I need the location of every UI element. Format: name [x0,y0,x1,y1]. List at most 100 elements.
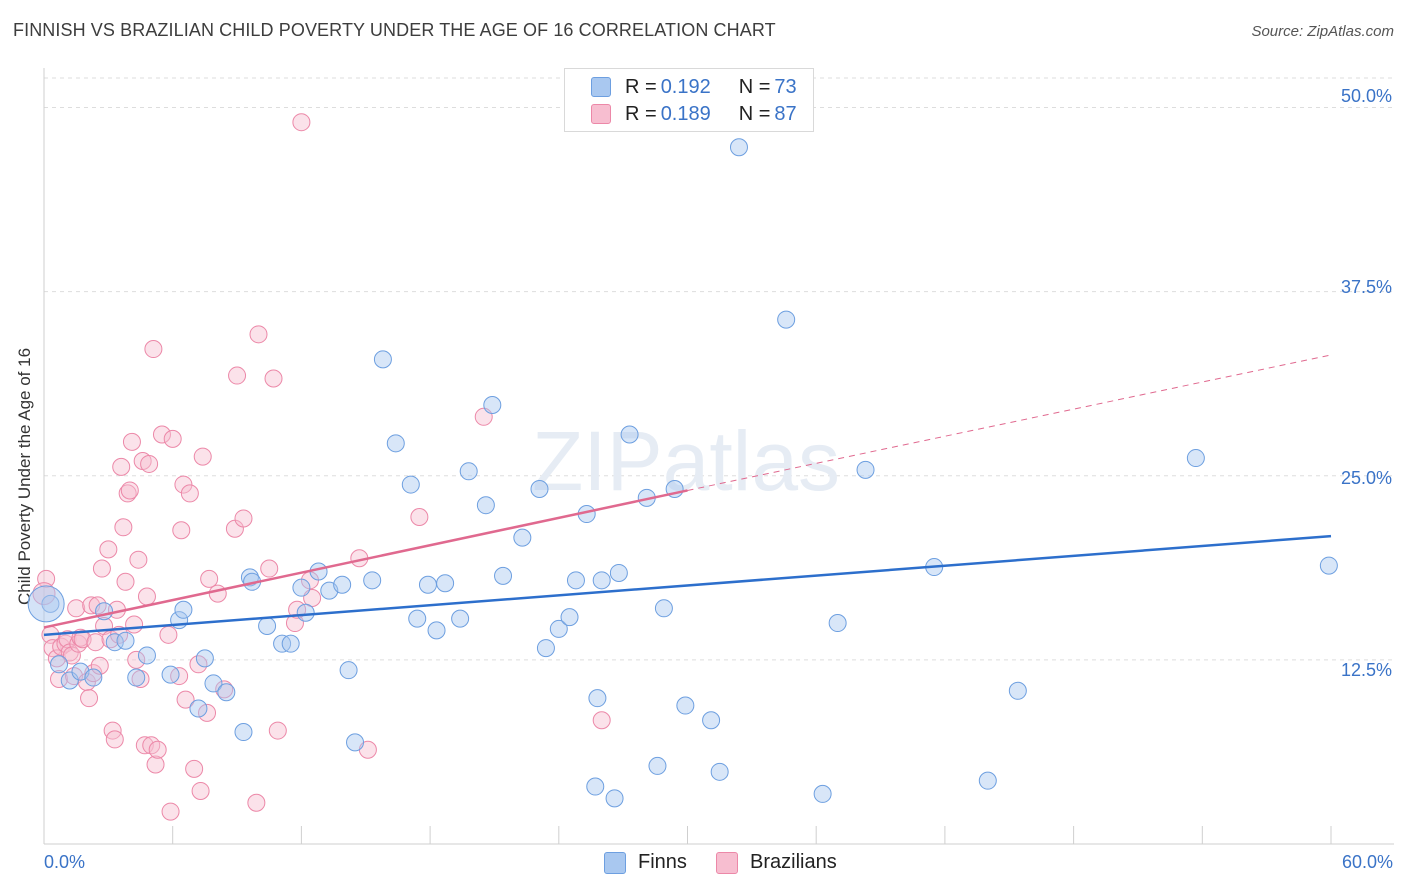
finns-point [483,396,502,415]
brazilians-point [127,650,146,669]
axes [43,68,1394,845]
finns-point [137,646,156,665]
finns-point [710,762,729,781]
brazilians-point [148,740,167,759]
finns-point [195,649,214,668]
brazilians-point [159,625,178,644]
finns-point [189,699,208,718]
finns-swatch [591,77,611,97]
finns-point [217,683,236,702]
finns-point [333,575,352,594]
finns-point [451,609,470,628]
finns-point [401,475,420,494]
brazilians-point [215,680,234,699]
finns-point [292,578,311,597]
finns-point [161,665,180,684]
brazilians-point [592,711,611,730]
finns-point [592,571,611,590]
finns-point [60,671,79,690]
brazilians-point [84,664,103,683]
watermark: ZIPatlas [532,414,840,508]
brazilians-point [163,429,182,448]
brazilians-legend-label: Brazilians [750,851,837,873]
legend-item-finns: Finns [604,851,687,874]
finns-trend-line [43,534,1332,637]
brazilians-point [174,475,193,494]
finns-legend-label: Finns [638,851,687,873]
brazilians-point [234,509,253,528]
finns-point [549,619,568,638]
finns-points [27,138,1338,808]
finns-point [586,777,605,796]
brazilians-point [114,518,133,537]
brazilians-point [125,615,144,634]
brazilians-point [185,759,204,778]
finns-point [436,574,455,593]
finns-point [476,496,495,515]
brazilians-point [198,703,217,722]
brazilians-point [268,721,287,740]
finns-point [234,723,253,742]
finns-point [296,603,315,622]
y-tick-label-25: 25.0% [1340,468,1392,488]
brazilians-points [32,113,611,821]
finns-point [427,621,446,640]
brazilians-legend-swatch [716,851,738,874]
brazilians-point [86,633,105,652]
brazilians-point [122,432,141,451]
brazilians-point [137,587,156,606]
brazilians-point [92,559,111,578]
legend-row-brazilians: R = 0.189 N = 87 [591,101,797,127]
finns-point [204,674,223,693]
legend-r-value: 0.192 [660,75,711,98]
brazilians-point [146,755,165,774]
finns-point [513,528,532,547]
finns-point [702,711,721,730]
brazilians-point [118,484,137,503]
brazilians-point [67,599,86,618]
legend-r-label: R = [625,102,657,125]
brazilians-point [90,656,109,675]
y-tick-label-37-5: 37.5% [1340,277,1392,297]
brazilians-point [120,481,139,500]
finns-point [127,668,146,687]
finns-point [258,616,277,635]
brazilians-point [103,721,122,740]
finns-point [50,655,69,674]
brazilians-point [228,366,247,385]
brazilians-point [105,730,124,749]
legend-n-value: 87 [774,102,797,125]
brazilians-point [410,507,429,526]
brazilians-point [80,689,99,708]
finns-point [1186,449,1205,468]
finns-point [605,789,624,808]
brazilians-point [247,793,266,812]
brazilians-point [200,569,219,588]
brazilians-point [62,646,81,665]
legend-r-label: R = [625,75,657,98]
brazilians-point [176,690,195,709]
y-tick-label-50: 50.0% [1340,86,1392,106]
brazilians-point [99,540,118,559]
finns-point [566,571,585,590]
brazilians-point [112,457,131,476]
finns-point [346,733,365,752]
brazilians-point [180,484,199,503]
finns-point [373,350,392,369]
legend-row-finns: R = 0.192 N = 73 [591,74,797,100]
brazilians-trend-line [43,489,688,629]
finns-legend-swatch [604,851,626,874]
legend-n-value: 73 [774,75,797,98]
finns-point [363,571,382,590]
brazilians-point [260,559,279,578]
brazilians-point [191,781,210,800]
x-tick-label-min: 0.0% [44,852,86,872]
finns-point [459,462,478,481]
brazilians-point [144,340,163,359]
brazilians-point [161,802,180,821]
finns-point [620,425,639,444]
legend-n-label: N = [738,75,771,98]
x-tick-label-max: 60.0% [1341,852,1393,872]
legend-item-brazilians: Brazilians [716,851,837,874]
stats-legend: R = 0.192 N = 73 R = 0.189 N = 87 [564,68,814,132]
